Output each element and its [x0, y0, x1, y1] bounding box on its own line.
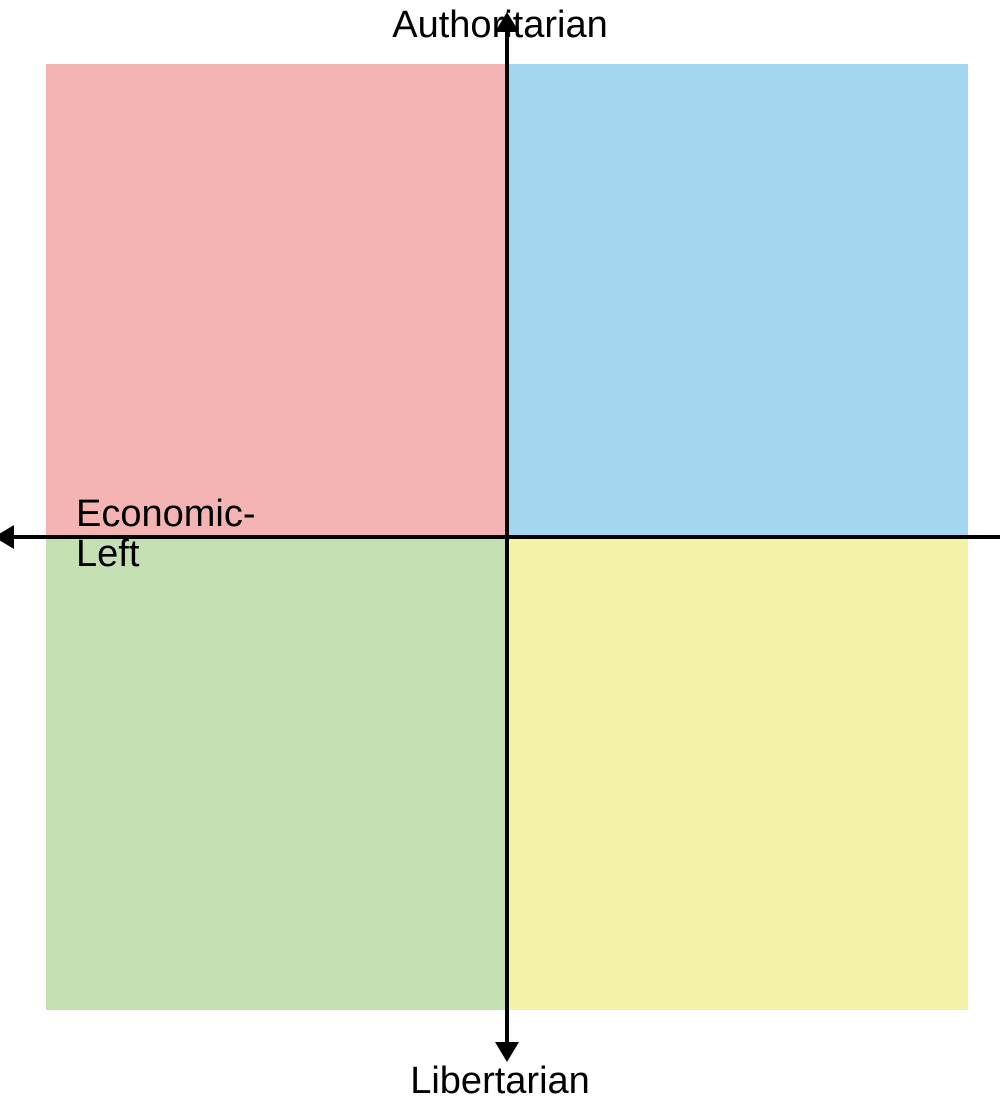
label-bottom: Libertarian — [0, 1062, 1000, 1102]
label-left-line2: Left — [76, 533, 139, 575]
quadrant-lib-right — [507, 537, 968, 1010]
label-top: Authoritarian — [0, 6, 1000, 46]
arrow-down — [495, 1042, 519, 1062]
label-left: Economic- Left — [76, 495, 256, 575]
label-top-text: Authoritarian — [392, 4, 607, 46]
arrow-left — [0, 525, 14, 549]
y-axis — [505, 28, 509, 1046]
label-bottom-text: Libertarian — [410, 1060, 590, 1102]
label-left-line1: Economic- — [76, 493, 256, 535]
quadrant-lib-left — [46, 537, 507, 1010]
quadrant-auth-right — [507, 64, 968, 537]
quadrant-auth-left — [46, 64, 507, 537]
